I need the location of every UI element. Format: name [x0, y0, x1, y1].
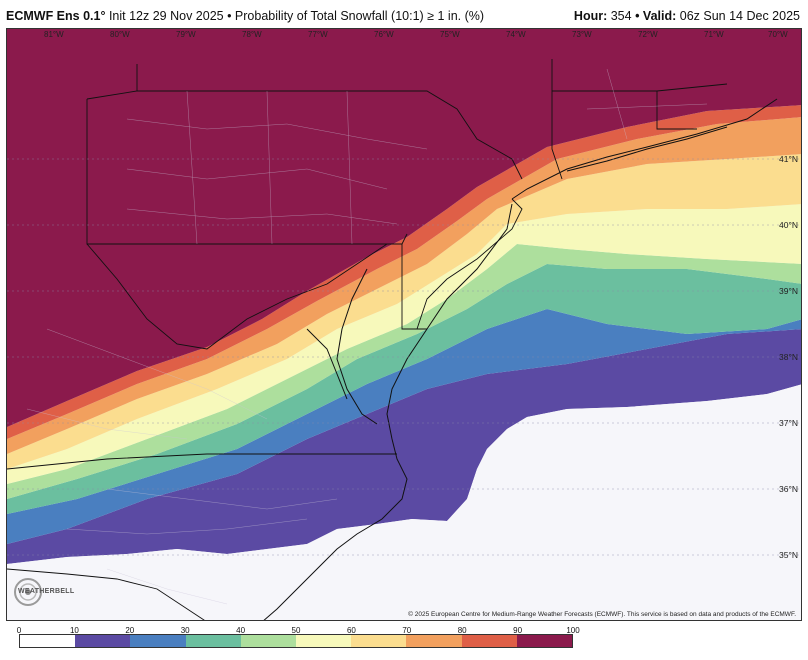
band-50-60 — [7, 204, 801, 484]
lat-label: 41°N — [779, 154, 798, 164]
logo-text: WEATHERBELL — [18, 588, 75, 595]
colorbar-segment — [240, 635, 297, 647]
map-panel — [6, 28, 802, 621]
colorbar-tick-label: 60 — [346, 626, 356, 635]
colorbar-segment — [75, 635, 131, 647]
lon-label: 80°W — [110, 30, 130, 39]
colorbar-tick-label: 20 — [125, 626, 135, 635]
county-lines — [26, 68, 708, 605]
colorbar-segment — [516, 635, 573, 647]
coastline — [263, 98, 778, 620]
colorbar-segment — [20, 635, 76, 647]
lon-label: 77°W — [308, 30, 328, 39]
hour-label: Hour: — [573, 9, 608, 23]
colorbar-legend — [19, 634, 573, 648]
colorbar-segment — [130, 635, 186, 647]
valid-value: 06z Sun 14 Dec 2025 — [679, 9, 800, 23]
lon-label: 72°W — [638, 30, 658, 39]
colorbar-segment — [185, 635, 241, 647]
lat-label: 39°N — [779, 286, 798, 296]
lat-label: 36°N — [779, 484, 798, 494]
lon-label: 75°W — [440, 30, 460, 39]
lon-label: 81°W — [44, 30, 64, 39]
colorbar-tick-label: 10 — [69, 626, 79, 635]
lat-label: 37°N — [779, 418, 798, 428]
lon-label: 78°W — [242, 30, 262, 39]
lon-label: 71°W — [704, 30, 724, 39]
header: ECMWF Ens 0.1° Init 12z 29 Nov 2025 • Pr… — [0, 0, 808, 28]
state-borders — [7, 59, 728, 620]
model-name: ECMWF Ens 0.1° — [6, 9, 106, 23]
lat-label: 40°N — [779, 220, 798, 230]
band-10-20 — [7, 329, 801, 564]
colorbar-tick-label: 50 — [291, 626, 301, 635]
colorbar-tick-label: 40 — [236, 626, 246, 635]
lon-label: 76°W — [374, 30, 394, 39]
lon-label: 79°W — [176, 30, 196, 39]
colorbar-segment — [351, 635, 407, 647]
colorbar-tick-label: 90 — [513, 626, 523, 635]
colorbar-tick-label: 0 — [16, 626, 22, 635]
colorbar-segment — [461, 635, 517, 647]
band-90-100 — [7, 29, 801, 427]
valid-time: Hour: 354 • Valid: 06z Sun 14 Dec 2025 — [574, 9, 800, 23]
lat-label: 38°N — [779, 352, 798, 362]
colorbar-tick-label: 100 — [566, 626, 580, 635]
band-40-50 — [7, 244, 801, 499]
copyright-notice: © 2025 European Centre for Medium-Range … — [408, 611, 796, 618]
colorbar-segment — [296, 635, 352, 647]
band-0-10 — [7, 384, 801, 620]
weatherbell-logo-icon — [14, 578, 42, 606]
lat-label: 35°N — [779, 550, 798, 560]
band-60-70 — [7, 154, 801, 469]
lon-label: 73°W — [572, 30, 592, 39]
band-30-40 — [7, 264, 801, 514]
lon-label: 70°W — [768, 30, 788, 39]
colorbar-tick-label: 80 — [457, 626, 467, 635]
band-80-90 — [7, 105, 801, 439]
map-title: ECMWF Ens 0.1° Init 12z 29 Nov 2025 • Pr… — [6, 9, 484, 23]
band-70-80 — [7, 117, 801, 454]
lon-label: 74°W — [506, 30, 526, 39]
colorbar-tick-label: 30 — [180, 626, 190, 635]
valid-label: • Valid: — [635, 9, 677, 23]
map-subtitle: Init 12z 29 Nov 2025 • Probability of To… — [108, 9, 485, 23]
snowfall-probability-map — [7, 29, 801, 620]
band-20-30 — [7, 309, 801, 544]
colorbar-tick-label: 70 — [402, 626, 412, 635]
hour-value: 354 — [610, 9, 632, 23]
colorbar-segment — [406, 635, 462, 647]
